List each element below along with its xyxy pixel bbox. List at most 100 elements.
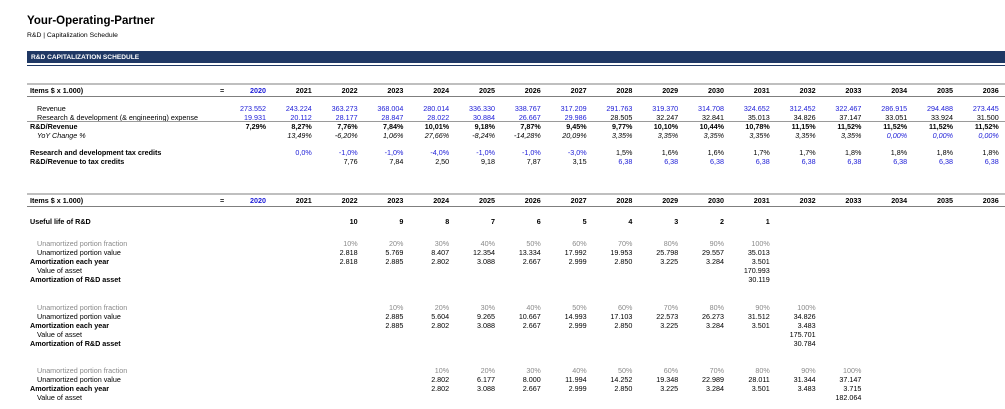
cell: 286.915 [881,104,908,113]
cell: 3.483 [797,321,816,330]
row-rule [27,121,1005,122]
year-header: 2030 [708,196,724,205]
cell: 2.999 [568,257,587,266]
year-header: 2029 [662,196,679,205]
cell: 26.667 [518,113,541,122]
cell: 3,35% [749,131,770,140]
cell: 3,35% [841,131,862,140]
year-header: 2022 [341,196,358,205]
cell: 0,00% [886,131,908,140]
cell: 3.501 [751,257,770,266]
cell: 29.986 [564,113,587,122]
year-header: 2023 [387,86,404,95]
row-label: Revenue [37,104,66,113]
cell: 30.119 [748,275,770,284]
cell: 2.802 [431,321,450,330]
cell: 8 [445,217,450,226]
cell: 70% [618,239,633,248]
year-header: 2033 [845,86,862,95]
cell: 317.209 [560,104,587,113]
cell: 3.088 [477,384,495,393]
cell: 10 [349,217,358,226]
banner-bar [27,51,1005,63]
cell: 336.330 [469,104,495,113]
row-label: Value of asset [37,330,83,339]
row-label: Amortization each year [30,257,110,266]
cell: -1,0% [338,148,358,157]
cell: 27,66% [424,131,450,140]
cell: 2.667 [522,257,541,266]
cell: 338.767 [514,104,541,113]
cell: 1 [765,217,770,226]
row-label: Unamortized portion fraction [37,303,128,312]
cell: 3.225 [660,321,679,330]
header-rule-bottom [27,206,1005,207]
cell: 14.993 [564,312,587,321]
year-header: 2035 [937,196,953,205]
cell: 1,7% [799,148,816,157]
year-header: 2032 [799,196,816,205]
cell: 2.885 [385,257,404,266]
cell: 10% [434,366,450,375]
cell: 90% [755,303,770,312]
cell: 2.999 [568,321,587,330]
cell: 1,8% [845,148,862,157]
cell: 1,7% [753,148,770,157]
cell: 11,52% [974,122,999,131]
cell: 9,77% [612,122,633,131]
cell: 3.284 [706,257,724,266]
year-header: 2021 [295,196,312,205]
cell: 90% [801,366,816,375]
cell: 40% [572,366,587,375]
cell: 319.370 [652,104,679,113]
cell: 3.225 [660,257,679,266]
cell: 9,18 [481,157,495,166]
cell: 10,78% [745,122,770,131]
row-label: R&D/Revenue to tax credits [30,157,125,166]
title: Your-Operating-Partner [27,15,155,27]
cell: 2.667 [522,321,541,330]
cell: 9.265 [477,312,495,321]
cell: 6,38 [984,157,999,166]
row-label: Unamortized portion value [37,375,121,384]
cell: 3.088 [477,321,495,330]
cell: 11,52% [883,122,908,131]
cell: 31.500 [976,113,999,122]
year-header: 2032 [799,86,816,95]
year-header: 2027 [570,196,587,205]
cell: 5.769 [385,248,404,257]
cell: 5 [582,217,587,226]
cell: 2.850 [614,321,633,330]
row-label: Amortization each year [30,384,110,393]
cell: 1,6% [707,148,724,157]
row-label: Unamortized portion value [37,312,121,321]
cell: 7,76% [337,122,358,131]
cell: 3.284 [706,321,724,330]
cell: 37.147 [839,113,862,122]
cell: 3.284 [706,384,724,393]
row-label: Value of asset [37,393,83,402]
cell: 312.452 [789,104,816,113]
row-label: Unamortized portion fraction [37,239,128,248]
cell: 6,38 [847,157,862,166]
cell: 273.445 [972,104,999,113]
cell: 11,15% [791,122,816,131]
cell: 100% [843,366,862,375]
cell: 2.850 [614,384,633,393]
cell: 28.177 [335,113,358,122]
cell: 1,8% [890,148,908,157]
row-label: Unamortized portion fraction [37,366,128,375]
cell: 50% [526,239,541,248]
cell: 2.999 [568,384,587,393]
banner-rule [27,65,1005,66]
cell: 7,84% [383,122,404,131]
subtitle: R&D | Capitalization Schedule [27,32,118,39]
year-header: 2034 [891,86,908,95]
year-header: 2024 [433,86,450,95]
year-header: 2025 [479,196,495,205]
cell: 80% [663,239,679,248]
cell: 1,8% [982,148,999,157]
row-label: Amortization of R&D asset [30,275,121,284]
cell: 80% [709,303,724,312]
